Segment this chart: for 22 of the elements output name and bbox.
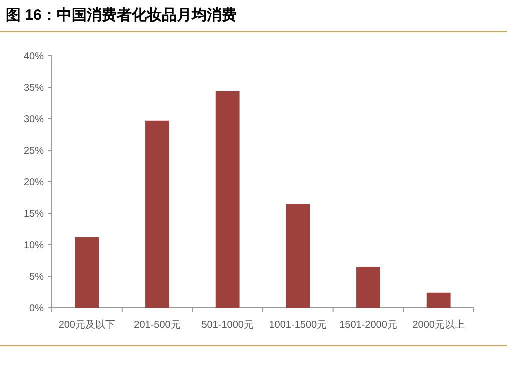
- y-tick-label: 35%: [24, 83, 44, 94]
- title: 图 16：中国消费者化妆品月均消费: [6, 7, 237, 24]
- x-tick-label: 2000元以上: [412, 319, 465, 331]
- bar: [286, 204, 310, 308]
- x-tick-label: 1001-1500元: [269, 320, 328, 331]
- x-tick-label: 501-1000元: [202, 320, 254, 331]
- x-tick-label: 201-500元: [134, 320, 181, 331]
- bar: [356, 267, 380, 308]
- y-tick-label: 30%: [24, 114, 44, 126]
- y-tick-label: 10%: [24, 240, 44, 252]
- x-tick-label: 200元及以下: [58, 319, 116, 331]
- bar: [75, 237, 100, 308]
- y-tick-label: 0%: [30, 304, 44, 314]
- bar: [216, 91, 240, 308]
- bar: [146, 120, 170, 308]
- bar: [426, 292, 451, 308]
- y-tick-label: 25%: [24, 146, 44, 157]
- x-tick-label: 1501-2000元: [340, 320, 398, 331]
- y-tick-label: 20%: [24, 178, 44, 188]
- y-tick-label: 40%: [24, 52, 44, 62]
- y-tick-label: 5%: [30, 272, 44, 283]
- y-tick-label: 15%: [24, 209, 44, 220]
